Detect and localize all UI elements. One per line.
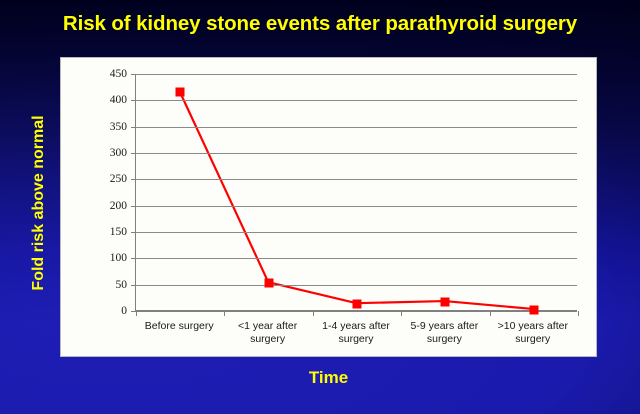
gridline [136,258,577,260]
x-axis-category-label: 5-9 years after surgery [410,320,479,345]
y-axis-tick-label: 400 [109,94,127,107]
y-axis-tick-label: 300 [109,147,127,159]
gridline [136,179,577,181]
y-axis-tick-mark [131,232,136,233]
gridline [136,153,577,154]
y-axis-tick-mark [131,153,136,154]
chart-panel: 450 400 350 300 250 200 150 100 50 0 Before surger… [60,57,597,357]
gridline [136,126,577,128]
data-point-marker [264,278,274,288]
y-axis-tick-mark [131,74,136,75]
x-axis-tick-mark [401,311,403,316]
gridline [136,232,577,233]
gridline [136,284,577,286]
y-axis-tick-label: 200 [109,199,127,212]
y-axis-tick-mark [131,258,136,260]
y-axis-tick-mark [131,205,136,207]
page-title: Risk of kidney stone events after parath… [62,12,578,35]
y-axis-title: Fold risk above normal [30,115,47,291]
x-axis-category-label: >10 years after surgery [497,320,568,345]
y-axis-tick-mark [131,284,136,286]
gridline [136,74,577,75]
y-axis-tick-mark [131,311,136,312]
data-point-marker [175,87,185,97]
x-axis-tick-mark [578,311,579,316]
data-point-marker [529,305,539,315]
y-axis-tick-label: 50 [115,278,128,291]
data-point-marker [352,299,362,309]
y-axis-tick-mark [131,100,136,102]
gridline [136,205,577,207]
x-axis-title: Time [308,368,349,387]
y-axis-tick-label: 0 [121,305,127,317]
y-axis-tick-label: 250 [109,173,127,186]
x-axis-tick-mark [312,311,314,316]
x-axis-tick-mark [224,311,226,316]
x-axis-category-label: 1-4 years after surgery [322,320,390,345]
gridline [136,100,577,102]
y-axis-tick-label: 100 [109,252,127,265]
y-axis-tick-label: 450 [109,68,127,80]
y-axis-tick-label: 150 [109,226,127,238]
y-axis-tick-mark [131,179,136,181]
x-axis-category-label: Before surgery [144,320,214,332]
gridline [136,311,577,312]
y-axis-tick-mark [131,126,136,128]
series-line [179,91,533,311]
x-axis-tick-mark [489,311,491,316]
x-axis-tick-mark [136,311,137,316]
data-point-marker [440,297,450,307]
plot-area [131,74,579,316]
x-axis-category-label: <1 year after surgery [237,320,298,345]
y-axis-tick-label: 350 [109,120,127,133]
